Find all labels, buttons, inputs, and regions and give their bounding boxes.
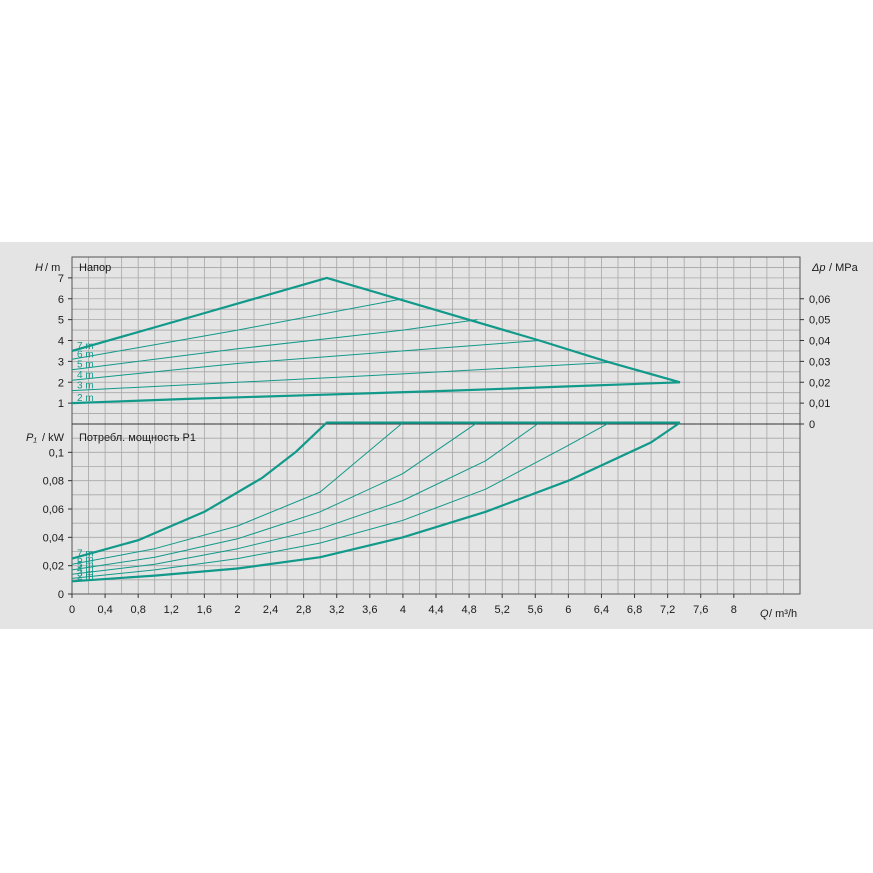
flow-xtick-label: 2 [234, 604, 240, 616]
flow-xtick-label: 4 [400, 604, 406, 616]
head-curve-4m [71, 340, 540, 381]
flow-xtick-label: 0 [69, 604, 75, 616]
power-curve-label: 5 m [77, 560, 94, 571]
power-curve-3m [71, 422, 610, 579]
head-ytick-label: 5 [58, 315, 64, 327]
power-curve-2m [71, 421, 681, 583]
head-ytick-label: 1 [58, 398, 64, 410]
power-curve-label: 7 m [77, 549, 94, 560]
power-ylabel-unit: / kW [42, 432, 65, 444]
head-curve-5m [71, 319, 478, 371]
flow-xtick-label: 3,2 [329, 604, 344, 616]
flow-xtick-label: 8 [731, 604, 737, 616]
power-ylabel-symbol: P₁ [26, 432, 37, 444]
flow-xtick-label: 1,2 [164, 604, 179, 616]
pump-curve-chart: Напор Потребл. мощность P1 H / m Δp / MP… [26, 256, 859, 620]
flow-xtick-label: 1,6 [197, 604, 212, 616]
head-curve-6m [71, 298, 403, 360]
dp-ytick-label: 0,05 [809, 315, 830, 327]
head-curve-label: 7 m [77, 341, 94, 352]
power-curve-label: 3 m [77, 568, 94, 579]
power-ytick-label: 0,08 [43, 476, 64, 488]
head-curve-label: 3 m [77, 381, 94, 392]
flow-xtick-label: 2,8 [296, 604, 311, 616]
head-curve-3m [71, 361, 610, 392]
head-ylabel-unit: / m [45, 262, 60, 274]
head-ytick-label: 6 [58, 294, 64, 306]
head-chart-title: Напор [79, 262, 111, 274]
dp-ylabel-symbol: Δp [811, 262, 826, 274]
flow-xtick-label: 5,6 [528, 604, 543, 616]
power-ytick-label: 0,02 [43, 561, 64, 573]
flow-xtick-label: 0,4 [97, 604, 112, 616]
dp-ytick-label: 0,02 [809, 377, 830, 389]
flow-xtick-label: 4,8 [461, 604, 476, 616]
dp-ytick-label: 0 [809, 419, 815, 431]
power-curve-label: 2 m [77, 571, 94, 582]
curve-layer [71, 276, 681, 583]
grid-layer [72, 257, 800, 594]
power-curve-4m [71, 422, 540, 575]
head-ylabel-symbol: H [35, 262, 43, 274]
power-curve-5m [71, 422, 478, 571]
pump-curve-panel: Напор Потребл. мощность P1 H / m Δp / MP… [0, 242, 873, 629]
flow-xtick-label: 3,6 [362, 604, 377, 616]
flow-xtick-label: 6,8 [627, 604, 642, 616]
flow-xtick-label: 7,2 [660, 604, 675, 616]
head-ytick-label: 7 [58, 273, 64, 285]
power-ytick-label: 0,1 [49, 447, 64, 459]
flow-xtick-label: 6,4 [594, 604, 609, 616]
head-curve-7m [71, 276, 681, 384]
head-curve-label: 6 m [77, 349, 94, 360]
dp-ytick-label: 0,06 [809, 294, 830, 306]
flow-xtick-label: 4,4 [428, 604, 443, 616]
power-chart-title: Потребл. мощность P1 [79, 432, 196, 444]
power-ytick-label: 0,06 [43, 504, 64, 516]
head-ytick-label: 4 [58, 336, 64, 348]
flow-xtick-label: 6 [565, 604, 571, 616]
flow-xlabel-symbol: Q [760, 608, 769, 620]
head-curve-label: 4 m [77, 370, 94, 381]
flow-xtick-label: 5,2 [495, 604, 510, 616]
power-ytick-label: 0,04 [43, 532, 64, 544]
label-layer: Напор Потребл. мощность P1 H / m Δp / MP… [26, 262, 859, 620]
power-curve-7m [71, 421, 680, 560]
head-curve-2m [71, 381, 681, 405]
dp-ytick-label: 0,01 [809, 398, 830, 410]
power-ytick-label: 0 [58, 589, 64, 601]
dp-ytick-label: 0,04 [809, 336, 830, 348]
flow-xlabel-unit: / m³/h [769, 608, 797, 620]
flow-xtick-label: 7,6 [693, 604, 708, 616]
dp-ytick-label: 0,03 [809, 356, 830, 368]
power-curve-label: 6 m [77, 554, 94, 565]
head-ytick-label: 3 [58, 356, 64, 368]
dp-ylabel-unit: / MPa [829, 262, 859, 274]
head-curve-label: 2 m [77, 393, 94, 404]
power-curve-6m [71, 422, 404, 565]
head-ytick-label: 2 [58, 377, 64, 389]
power-curve-label: 4 m [77, 564, 94, 575]
flow-xtick-label: 2,4 [263, 604, 278, 616]
head-curve-label: 5 m [77, 360, 94, 371]
flow-xtick-label: 0,8 [131, 604, 146, 616]
